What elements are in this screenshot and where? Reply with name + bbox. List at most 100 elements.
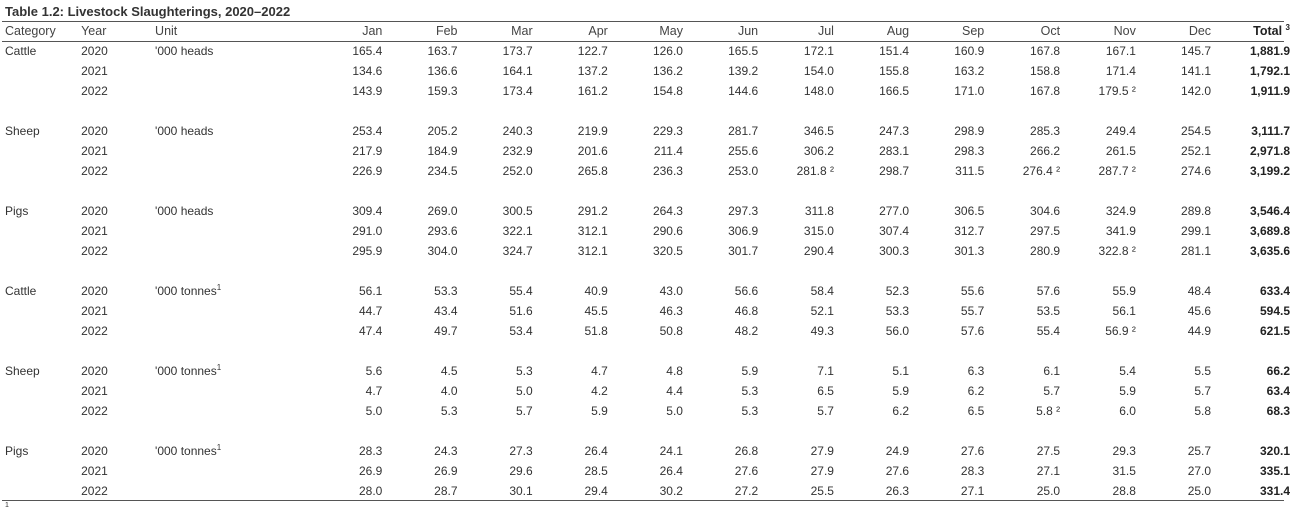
total-cell: 3,689.8 [1249,224,1290,238]
month-value-cell: 53.3 [434,284,458,298]
month-value-cell: 322.8 ² [1098,244,1136,258]
month-value-cell: 28.3 [359,444,383,458]
month-value-cell: 6.5 [817,384,834,398]
month-value-cell: 155.8 [879,64,910,78]
month-value-cell: 254.5 [1181,124,1212,138]
month-value-cell: 300.5 [502,204,533,218]
month-value-cell: 5.3 [741,384,759,398]
unit-cell: '000 heads [152,121,270,141]
category-cell [2,301,78,321]
month-value-cell: 26.8 [734,444,759,458]
category-cell [2,401,78,421]
month-value-cell: 5.9 [892,384,910,398]
unit-label: '000 heads [155,204,214,218]
month-value-cell: 5.6 [365,364,383,378]
month-value-cell: 6.1 [1043,364,1061,378]
total-cell: 3,546.4 [1249,204,1290,218]
month-value-cell: 281.7 [728,124,759,138]
month-value-cell: 266.2 [1030,144,1061,158]
bottom-rule [2,500,1284,501]
total-cell: 621.5 [1259,324,1290,338]
month-value-cell: 312.7 [954,224,985,238]
header-month: Mar [511,24,533,38]
spacer-cell [270,401,311,421]
month-value-cell: 29.4 [584,484,608,498]
year-cell: 2021 [81,384,108,398]
spacer-cell [270,241,311,261]
month-value-cell: 274.6 [1181,164,1212,178]
month-value-cell: 5.5 [1194,364,1212,378]
month-value-cell: 280.9 [1030,244,1061,258]
month-value-cell: 49.7 [434,324,458,338]
month-value-cell: 6.5 [967,404,985,418]
month-value-cell: 159.3 [427,84,458,98]
month-value-cell: 226.9 [352,164,383,178]
group-spacer-cell [2,101,1293,121]
month-value-cell: 55.6 [960,284,985,298]
month-value-cell: 24.1 [659,444,683,458]
month-value-cell: 29.3 [1112,444,1136,458]
month-value-cell: 141.1 [1181,64,1212,78]
month-value-cell: 5.9 [741,364,759,378]
slaughterings-table: Category Year Unit Jan Feb Mar Apr May J… [2,22,1293,501]
month-value-cell: 324.9 [1105,204,1136,218]
month-value-cell: 5.9 [591,404,608,418]
month-value-cell: 5.0 [666,404,683,418]
month-value-cell: 312.1 [577,244,608,258]
header-month: Nov [1113,24,1136,38]
spacer-cell [270,161,311,181]
group-spacer-cell [2,181,1293,201]
header-month: May [659,24,683,38]
month-value-cell: 253.4 [352,124,383,138]
month-value-cell: 45.5 [584,304,608,318]
month-value-cell: 264.3 [652,204,683,218]
month-value-cell: 28.3 [960,464,985,478]
month-value-cell: 5.4 [1119,364,1136,378]
month-value-cell: 164.1 [502,64,533,78]
month-value-cell: 27.9 [810,464,834,478]
month-value-cell: 281.1 [1181,244,1212,258]
month-value-cell: 49.3 [810,324,834,338]
header-month: Apr [588,24,608,38]
spacer-cell [270,281,311,301]
month-value-cell: 5.8 ² [1036,404,1061,418]
month-value-cell: 26.3 [885,484,910,498]
month-value-cell: 234.5 [427,164,458,178]
header-month: Dec [1188,24,1212,38]
unit-label: '000 tonnes [155,444,217,458]
month-value-cell: 6.2 [967,384,985,398]
month-value-cell: 52.3 [885,284,910,298]
month-value-cell: 307.4 [879,224,910,238]
month-value-cell: 300.3 [879,244,910,258]
month-value-cell: 240.3 [502,124,533,138]
table-row: 2021 134.6 136.6 164.1 137.2 136.2 139.2 154.0 1… [2,61,1293,81]
month-value-cell: 27.6 [734,464,759,478]
month-value-cell: 253.0 [728,164,759,178]
year-cell: 2021 [81,224,108,238]
unit-cell: '000 tonnes1 [152,441,270,461]
month-value-cell: 298.3 [954,144,985,158]
header-category: Category [5,24,56,38]
month-value-cell: 277.0 [879,204,910,218]
month-value-cell: 298.7 [879,164,910,178]
month-value-cell: 27.0 [1187,464,1212,478]
category-cell [2,241,78,261]
month-value-cell: 57.6 [960,324,985,338]
month-value-cell: 322.1 [502,224,533,238]
month-value-cell: 51.8 [584,324,608,338]
month-value-cell: 55.4 [1036,324,1061,338]
month-value-cell: 173.4 [502,84,533,98]
month-value-cell: 158.8 [1030,64,1061,78]
spacer-cell [270,121,311,141]
spacer-cell [270,321,311,341]
unit-cell [152,221,270,241]
spacer-cell [270,301,311,321]
spacer-cell [270,441,311,461]
header-year: Year [81,24,107,38]
month-value-cell: 5.3 [515,364,533,378]
header-month: Oct [1040,24,1061,38]
month-value-cell: 44.7 [359,304,383,318]
month-value-cell: 55.9 [1112,284,1136,298]
month-value-cell: 26.4 [659,464,683,478]
year-cell: 2020 [81,44,108,58]
